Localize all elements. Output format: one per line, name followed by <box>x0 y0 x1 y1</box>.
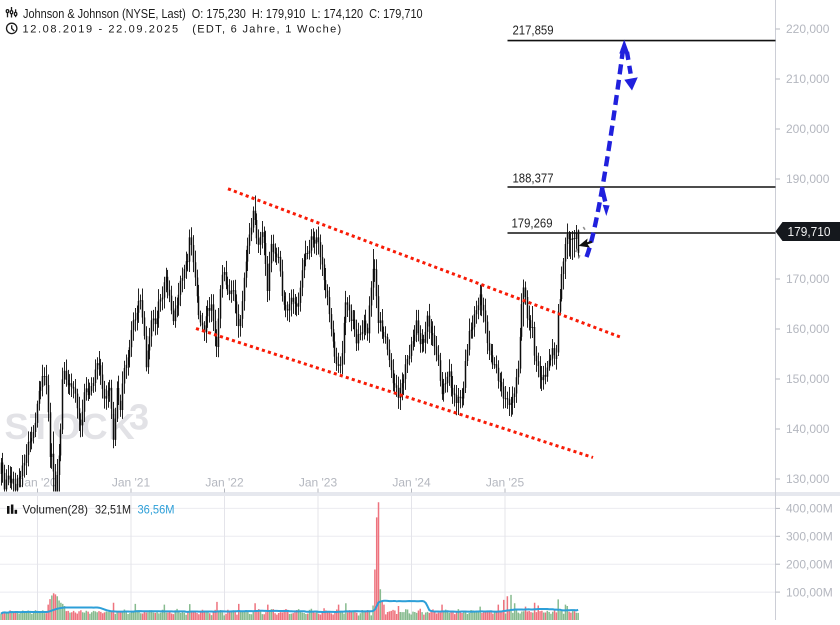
svg-text:220,000: 220,000 <box>786 22 830 36</box>
svg-text:300,00M: 300,00M <box>786 530 833 544</box>
svg-text:(EDT, 6 Jahre, 1 Woche): (EDT, 6 Jahre, 1 Woche) <box>192 24 341 36</box>
svg-text:Jan '24: Jan '24 <box>392 476 431 490</box>
svg-text:188,377: 188,377 <box>513 171 554 186</box>
svg-text:Jan '25: Jan '25 <box>486 476 525 490</box>
svg-text:160,000: 160,000 <box>786 322 830 336</box>
svg-text:Volumen(28): Volumen(28) <box>23 503 89 517</box>
svg-text:179,710: 179,710 <box>788 225 831 239</box>
svg-text:200,00M: 200,00M <box>786 557 833 571</box>
svg-text:32,51M: 32,51M <box>95 503 131 517</box>
svg-text:217,859: 217,859 <box>513 23 554 38</box>
svg-text:Jan '20: Jan '20 <box>18 476 57 490</box>
svg-text:400,00M: 400,00M <box>786 502 833 516</box>
svg-text:12.08.2019 - 22.09.2025: 12.08.2019 - 22.09.2025 <box>23 24 179 36</box>
svg-text:3: 3 <box>129 397 149 438</box>
svg-text:210,000: 210,000 <box>786 72 830 86</box>
svg-text:200,000: 200,000 <box>786 122 830 136</box>
svg-text:Johnson & Johnson (NYSE, Last): Johnson & Johnson (NYSE, Last) O: 175,23… <box>23 6 423 21</box>
svg-text:179,269: 179,269 <box>512 216 553 231</box>
svg-text:150,000: 150,000 <box>786 372 830 386</box>
svg-text:100,00M: 100,00M <box>786 585 833 599</box>
svg-text:170,000: 170,000 <box>786 272 830 286</box>
svg-text:36,56M: 36,56M <box>138 503 175 517</box>
svg-text:190,000: 190,000 <box>786 172 830 186</box>
svg-text:Jan '23: Jan '23 <box>299 476 338 490</box>
svg-text:130,000: 130,000 <box>786 472 830 486</box>
svg-text:140,000: 140,000 <box>786 422 830 436</box>
svg-text:Jan '21: Jan '21 <box>112 476 151 490</box>
svg-text:Jan '22: Jan '22 <box>205 476 244 490</box>
